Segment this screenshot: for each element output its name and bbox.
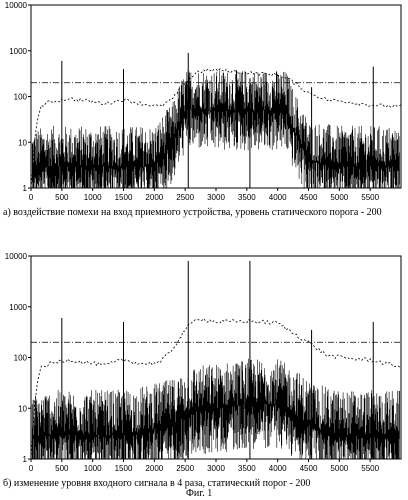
x-tick-label: 4000	[269, 193, 287, 202]
x-tick-label: 5000	[330, 464, 348, 473]
x-tick-label: 4500	[300, 464, 318, 473]
caption-b: б) изменение уровня входного сигнала в 4…	[3, 478, 310, 489]
x-tick-label: 2500	[176, 464, 194, 473]
y-tick-label: 1	[23, 184, 28, 193]
x-tick-label: 5500	[361, 464, 379, 473]
y-tick-label: 100	[14, 93, 28, 102]
x-tick-label: 500	[55, 464, 69, 473]
x-tick-label: 1500	[115, 193, 133, 202]
x-tick-label: 4000	[269, 464, 287, 473]
y-tick-label: 10	[18, 138, 27, 147]
y-tick-label: 1	[23, 455, 28, 464]
y-tick-label: 10000	[5, 252, 28, 261]
x-tick-label: 4500	[300, 193, 318, 202]
y-tick-label: 1000	[9, 47, 27, 56]
x-tick-label: 3000	[207, 193, 225, 202]
x-tick-label: 5000	[330, 193, 348, 202]
caption-a: а) воздействие помехи на вход приемного …	[3, 207, 382, 218]
x-tick-label: 3500	[238, 193, 256, 202]
x-tick-label: 2000	[145, 464, 163, 473]
x-tick-label: 500	[55, 193, 69, 202]
x-tick-label: 1500	[115, 464, 133, 473]
x-tick-label: 1000	[84, 464, 102, 473]
x-tick-label: 0	[29, 464, 34, 473]
x-tick-label: 3500	[238, 464, 256, 473]
x-tick-label: 3000	[207, 464, 225, 473]
y-tick-label: 10	[18, 404, 27, 413]
noise-series	[32, 69, 399, 188]
x-tick-label: 0	[29, 193, 34, 202]
x-tick-label: 5500	[361, 193, 379, 202]
figure-label: Фиг. 1	[186, 488, 212, 499]
x-tick-label: 2000	[145, 193, 163, 202]
noise-series	[32, 359, 399, 459]
x-tick-label: 1000	[84, 193, 102, 202]
y-tick-label: 1000	[9, 303, 27, 312]
y-tick-label: 100	[14, 354, 28, 363]
y-tick-label: 10000	[5, 1, 28, 10]
x-tick-label: 2500	[176, 193, 194, 202]
